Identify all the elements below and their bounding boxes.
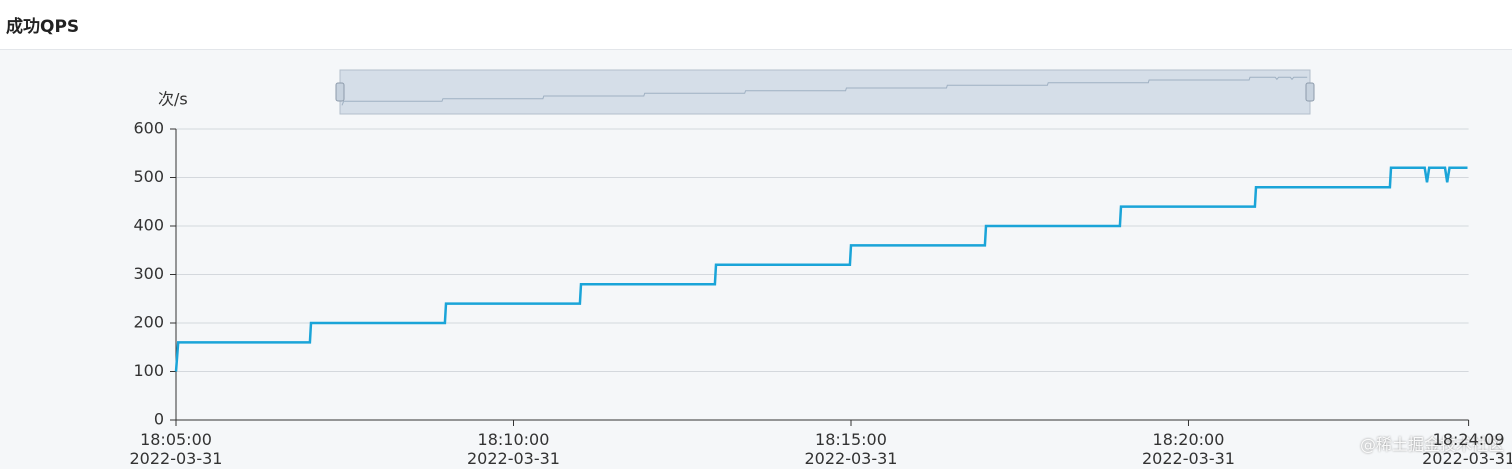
- y-tick-label: 600: [133, 119, 164, 138]
- panel-header: 成功QPS: [0, 0, 1512, 50]
- series-line: [174, 166, 1468, 372]
- x-tick-label: 18:20:00 2022-03-31: [1141, 430, 1235, 468]
- x-tick-label: 18:24:09 2022-03-31: [1422, 430, 1512, 468]
- panel-title: 成功QPS: [6, 17, 80, 37]
- y-tick-label: 0: [154, 410, 164, 429]
- y-tick-label: 500: [133, 167, 164, 186]
- x-tick-label: 18:05:00 2022-03-31: [129, 430, 223, 468]
- zoom-slider[interactable]: [339, 69, 1311, 115]
- y-tick-label: 300: [133, 264, 164, 283]
- y-tick-label: 400: [133, 216, 164, 235]
- x-tick-label: 18:15:00 2022-03-31: [804, 430, 898, 468]
- zoom-preview-line: [341, 76, 1308, 106]
- y-tick-label: 100: [133, 361, 164, 380]
- zoom-handle[interactable]: [1305, 82, 1315, 102]
- watermark: @稀土掘金技术社区: [1359, 435, 1504, 454]
- y-tick-label: 200: [133, 313, 164, 332]
- zoom-handle[interactable]: [335, 82, 345, 102]
- x-tick-label: 18:10:00 2022-03-31: [466, 430, 560, 468]
- y-axis-label: 次/s: [158, 90, 188, 109]
